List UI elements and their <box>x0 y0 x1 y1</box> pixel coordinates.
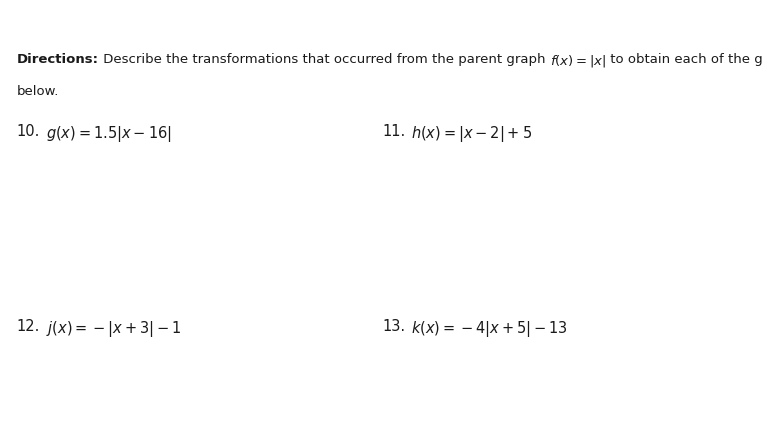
Text: 12.: 12. <box>17 319 40 334</box>
Text: $j(x) = -|x + 3| - 1$: $j(x) = -|x + 3| - 1$ <box>46 319 181 339</box>
Text: 10.: 10. <box>17 124 40 139</box>
Text: $f(x) = |x|$: $f(x) = |x|$ <box>549 53 606 69</box>
Text: Describe the transformations that occurred from the parent graph: Describe the transformations that occurr… <box>99 53 549 66</box>
Text: below.: below. <box>17 85 59 98</box>
Text: 11.: 11. <box>382 124 405 139</box>
Text: Directions:: Directions: <box>17 53 99 66</box>
Text: to obtain each of the graphs: to obtain each of the graphs <box>606 53 764 66</box>
Text: $g(x) = 1.5|x - 16|$: $g(x) = 1.5|x - 16|$ <box>46 124 172 144</box>
Text: 13.: 13. <box>382 319 405 334</box>
Text: $h(x) = |x - 2| + 5$: $h(x) = |x - 2| + 5$ <box>411 124 532 144</box>
Text: $k(x) = -4|x + 5| - 13$: $k(x) = -4|x + 5| - 13$ <box>411 319 568 339</box>
